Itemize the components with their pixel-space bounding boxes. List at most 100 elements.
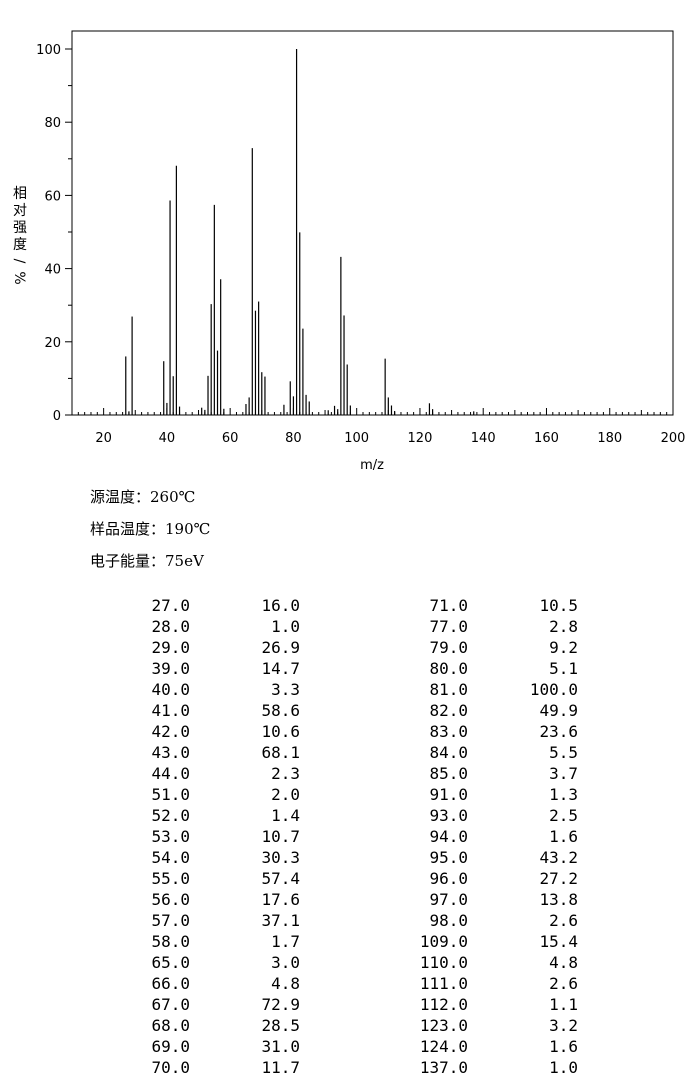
mz-cell: 94.0 <box>429 827 468 846</box>
plot-frame <box>71 30 674 416</box>
mz-cell: 71.0 <box>429 596 468 615</box>
electron-energy: 电子能量：75eV <box>90 552 204 570</box>
peak-row: 54.0 30.3 95.0 43.2 <box>120 847 578 868</box>
mz-cell: 111.0 <box>419 974 468 993</box>
peak-row: 70.0 11.7 137.0 1.0 <box>120 1057 578 1078</box>
mz-cell: 27.0 <box>151 596 190 615</box>
intensity-cell: 100.0 <box>529 680 578 699</box>
peak-row: 66.0 4.8 111.0 2.6 <box>120 973 578 994</box>
mz-cell: 40.0 <box>151 680 190 699</box>
intensity-cell: 3.7 <box>549 764 578 783</box>
mz-cell: 52.0 <box>151 806 190 825</box>
intensity-cell: 1.7 <box>271 932 300 951</box>
mz-cell: 81.0 <box>429 680 468 699</box>
mz-cell: 80.0 <box>429 659 468 678</box>
mz-cell: 82.0 <box>429 701 468 720</box>
peak-row: 57.0 37.1 98.0 2.6 <box>120 910 578 931</box>
intensity-cell: 43.2 <box>539 848 578 867</box>
intensity-cell: 1.1 <box>549 995 578 1014</box>
mz-cell: 91.0 <box>429 785 468 804</box>
y-tick-label: 20 <box>44 336 61 351</box>
intensity-cell: 15.4 <box>539 932 578 951</box>
mz-cell: 42.0 <box>151 722 190 741</box>
y-axis-label-char: % <box>11 271 27 284</box>
intensity-cell: 37.1 <box>261 911 300 930</box>
intensity-cell: 72.9 <box>261 995 300 1014</box>
intensity-cell: 1.4 <box>271 806 300 825</box>
intensity-cell: 3.0 <box>271 953 300 972</box>
intensity-cell: 16.0 <box>261 596 300 615</box>
mz-cell: 56.0 <box>151 890 190 909</box>
peak-row: 67.0 72.9 112.0 1.1 <box>120 994 578 1015</box>
intensity-cell: 9.2 <box>549 638 578 657</box>
mz-cell: 97.0 <box>429 890 468 909</box>
mz-cell: 85.0 <box>429 764 468 783</box>
mz-cell: 57.0 <box>151 911 190 930</box>
y-axis-label-char: 相 <box>13 186 27 202</box>
mz-cell: 44.0 <box>151 764 190 783</box>
peak-row: 56.0 17.6 97.0 13.8 <box>120 889 578 910</box>
intensity-cell: 23.6 <box>539 722 578 741</box>
intensity-cell: 2.6 <box>549 911 578 930</box>
y-tick-label: 80 <box>44 116 61 131</box>
peak-row: 40.0 3.3 81.0 100.0 <box>120 679 578 700</box>
mz-cell: 51.0 <box>151 785 190 804</box>
intensity-cell: 2.6 <box>549 974 578 993</box>
mz-cell: 137.0 <box>419 1058 468 1077</box>
x-tick-label: 200 <box>661 431 686 446</box>
peak-row: 28.0 1.0 77.0 2.8 <box>120 616 578 637</box>
mz-cell: 70.0 <box>151 1058 190 1077</box>
peak-row: 44.0 2.3 85.0 3.7 <box>120 763 578 784</box>
mz-cell: 98.0 <box>429 911 468 930</box>
x-axis: 20 40 60 80 100 120 140 160 180 200 <box>71 408 686 446</box>
intensity-cell: 3.3 <box>271 680 300 699</box>
peak-row: 69.0 31.0 124.0 1.6 <box>120 1036 578 1057</box>
intensity-cell: 10.6 <box>261 722 300 741</box>
peak-row: 42.0 10.6 83.0 23.6 <box>120 721 578 742</box>
mz-cell: 83.0 <box>429 722 468 741</box>
mz-cell: 39.0 <box>151 659 190 678</box>
intensity-cell: 57.4 <box>261 869 300 888</box>
mz-cell: 123.0 <box>419 1016 468 1035</box>
x-tick-label: 20 <box>95 431 112 446</box>
mz-cell: 109.0 <box>419 932 468 951</box>
spectrum-bars <box>125 49 475 415</box>
y-axis-label-char: / <box>11 259 27 264</box>
peak-row: 27.0 16.0 71.0 10.5 <box>120 595 578 616</box>
y-tick-label: 60 <box>44 189 61 204</box>
peak-row: 52.0 1.4 93.0 2.5 <box>120 805 578 826</box>
peak-row: 43.0 68.1 84.0 5.5 <box>120 742 578 763</box>
intensity-cell: 4.8 <box>271 974 300 993</box>
y-axis: 0 20 40 60 80 100 <box>36 43 72 424</box>
x-tick-label: 80 <box>285 431 302 446</box>
intensity-cell: 58.6 <box>261 701 300 720</box>
mz-cell: 55.0 <box>151 869 190 888</box>
peak-row: 58.0 1.7 109.0 15.4 <box>120 931 578 952</box>
intensity-cell: 13.8 <box>539 890 578 909</box>
mz-cell: 66.0 <box>151 974 190 993</box>
mz-cell: 54.0 <box>151 848 190 867</box>
peak-row: 68.0 28.5 123.0 3.2 <box>120 1015 578 1036</box>
x-tick-label: 40 <box>159 431 176 446</box>
intensity-cell: 2.8 <box>549 617 578 636</box>
x-tick-label: 180 <box>597 431 622 446</box>
y-axis-label-char: 强 <box>13 220 27 236</box>
intensity-cell: 1.6 <box>549 1037 578 1056</box>
x-tick-label: 160 <box>534 431 559 446</box>
intensity-cell: 10.7 <box>261 827 300 846</box>
intensity-cell: 26.9 <box>261 638 300 657</box>
intensity-cell: 2.5 <box>549 806 578 825</box>
peak-row: 39.0 14.7 80.0 5.1 <box>120 658 578 679</box>
mz-cell: 53.0 <box>151 827 190 846</box>
intensity-cell: 3.2 <box>549 1016 578 1035</box>
peak-table: 27.0 16.0 71.0 10.5 28.0 1.0 77.0 2.8 29.0 26.9 79… <box>120 595 578 1078</box>
mz-cell: 58.0 <box>151 932 190 951</box>
intensity-cell: 14.7 <box>261 659 300 678</box>
intensity-cell: 4.8 <box>549 953 578 972</box>
mz-cell: 93.0 <box>429 806 468 825</box>
peak-row: 51.0 2.0 91.0 1.3 <box>120 784 578 805</box>
intensity-cell: 28.5 <box>261 1016 300 1035</box>
y-tick-label: 0 <box>53 409 61 424</box>
source-temperature: 源温度：260℃ <box>90 488 196 506</box>
